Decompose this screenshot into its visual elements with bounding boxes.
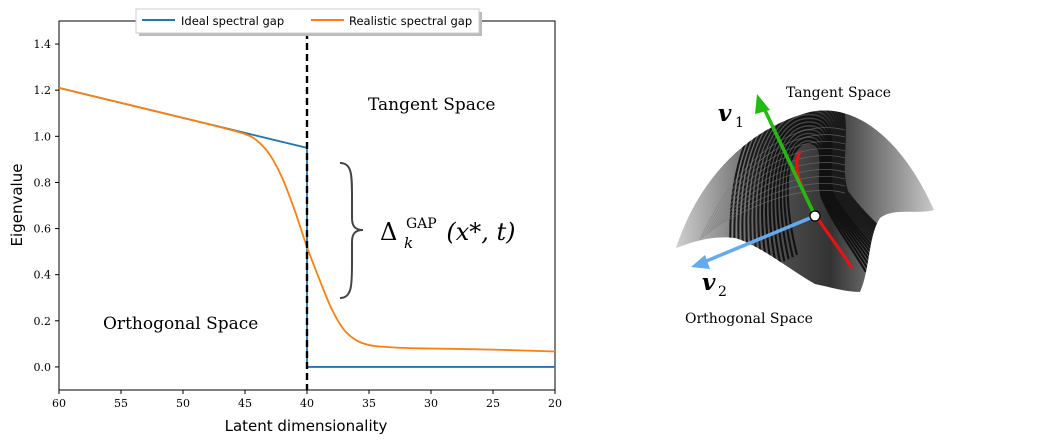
x-tick-label: 25 — [486, 397, 500, 410]
x-axis-label: Latent dimensionality — [225, 417, 388, 435]
legend-label-realistic: Realistic spectral gap — [349, 14, 472, 28]
contour-line — [737, 110, 916, 283]
vector-v2-label: v — [702, 269, 716, 296]
contour-line — [733, 110, 920, 285]
gap-brace — [339, 162, 364, 299]
surface-shading-line — [708, 148, 846, 234]
legend-box — [135, 8, 480, 34]
manifold-point-x-star — [809, 210, 821, 222]
y-tick-label: 0.0 — [34, 361, 52, 374]
surface-shading-line — [719, 176, 846, 226]
surface-shading-line — [699, 127, 846, 241]
y-axis-ticks: 0.0 0.2 0.4 0.6 0.8 1.0 1.2 1.4 — [34, 38, 59, 374]
contour-line — [779, 134, 875, 273]
x-tick-label: 35 — [362, 397, 376, 410]
x-tick-label: 55 — [114, 397, 128, 410]
x-axis-ticks: 60 55 50 45 40 35 30 25 20 — [52, 390, 562, 410]
y-tick-label: 0.2 — [34, 315, 52, 328]
surface-shading-line — [713, 162, 846, 230]
vector-v1-index: 1 — [735, 115, 744, 131]
orthogonal-vector-v2-head — [691, 255, 710, 269]
chart-legend: Ideal spectral gap Realistic spectral ga… — [135, 8, 482, 36]
gap-delta-symbol: Δ — [380, 218, 397, 246]
contour-line — [772, 126, 882, 273]
y-tick-label: 1.2 — [34, 84, 52, 97]
manifold-orthogonal-label: Orthogonal Space — [685, 311, 813, 327]
contour-line — [729, 110, 924, 287]
x-tick-label: 30 — [424, 397, 438, 410]
x-tick-label: 20 — [548, 397, 562, 410]
contour-line — [741, 110, 913, 281]
contour-line — [776, 130, 879, 273]
x-tick-label: 60 — [52, 397, 66, 410]
orthogonal-space-label: Orthogonal Space — [103, 314, 258, 334]
surface-shading-line — [705, 141, 846, 236]
y-tick-label: 1.4 — [34, 38, 52, 51]
orthogonal-vector-v2-arrow — [703, 214, 816, 264]
surface-shading-line — [702, 134, 846, 239]
contour-line — [783, 138, 871, 273]
contour-line — [749, 110, 905, 277]
surface-shading-line — [710, 155, 846, 232]
gap-arguments: (x*, t) — [446, 218, 515, 246]
gap-formula: Δ GAP (x*, t) — [380, 206, 516, 246]
contour-line — [753, 110, 901, 275]
vector-v2-index: 2 — [718, 284, 727, 300]
contour-line — [764, 119, 890, 273]
y-axis-label: Eigenvalue — [8, 164, 26, 247]
manifold-contour-lines — [699, 110, 924, 287]
gap-subscript: k — [404, 234, 413, 252]
manifold-illustration: v 1 v 2 Tangent Space Orthogonal Space — [676, 85, 934, 327]
tangent-vector-v1-arrow — [760, 103, 817, 217]
y-tick-label: 1.0 — [34, 130, 52, 143]
surface-shading-line — [725, 189, 846, 222]
x-tick-label: 45 — [238, 397, 252, 410]
y-tick-label: 0.4 — [34, 269, 52, 282]
tangent-vector-v1-head — [755, 94, 770, 114]
contour-line — [757, 111, 898, 273]
legend-label-ideal: Ideal spectral gap — [181, 14, 284, 28]
y-tick-label: 0.6 — [34, 223, 52, 236]
manifold-tangent-label: Tangent Space — [786, 85, 891, 101]
eigenvalue-chart: 0.0 0.2 0.4 0.6 0.8 1.0 1.2 1.4 60 55 50 45 40 35 30 2… — [8, 8, 562, 435]
contour-line — [745, 110, 909, 279]
series-line-realistic — [58, 87, 556, 353]
contour-line — [786, 141, 867, 273]
manifold-surface — [676, 110, 934, 292]
x-tick-label: 40 — [300, 397, 314, 410]
y-tick-label: 0.8 — [34, 176, 52, 189]
vector-v1-label: v — [718, 100, 732, 127]
surface-shading-line — [722, 182, 846, 224]
contour-line — [761, 115, 894, 273]
gap-superscript: GAP — [406, 216, 437, 232]
tangent-space-label: Tangent Space — [368, 95, 495, 115]
x-tick-label: 50 — [176, 397, 190, 410]
surface-shading-line — [716, 169, 846, 228]
